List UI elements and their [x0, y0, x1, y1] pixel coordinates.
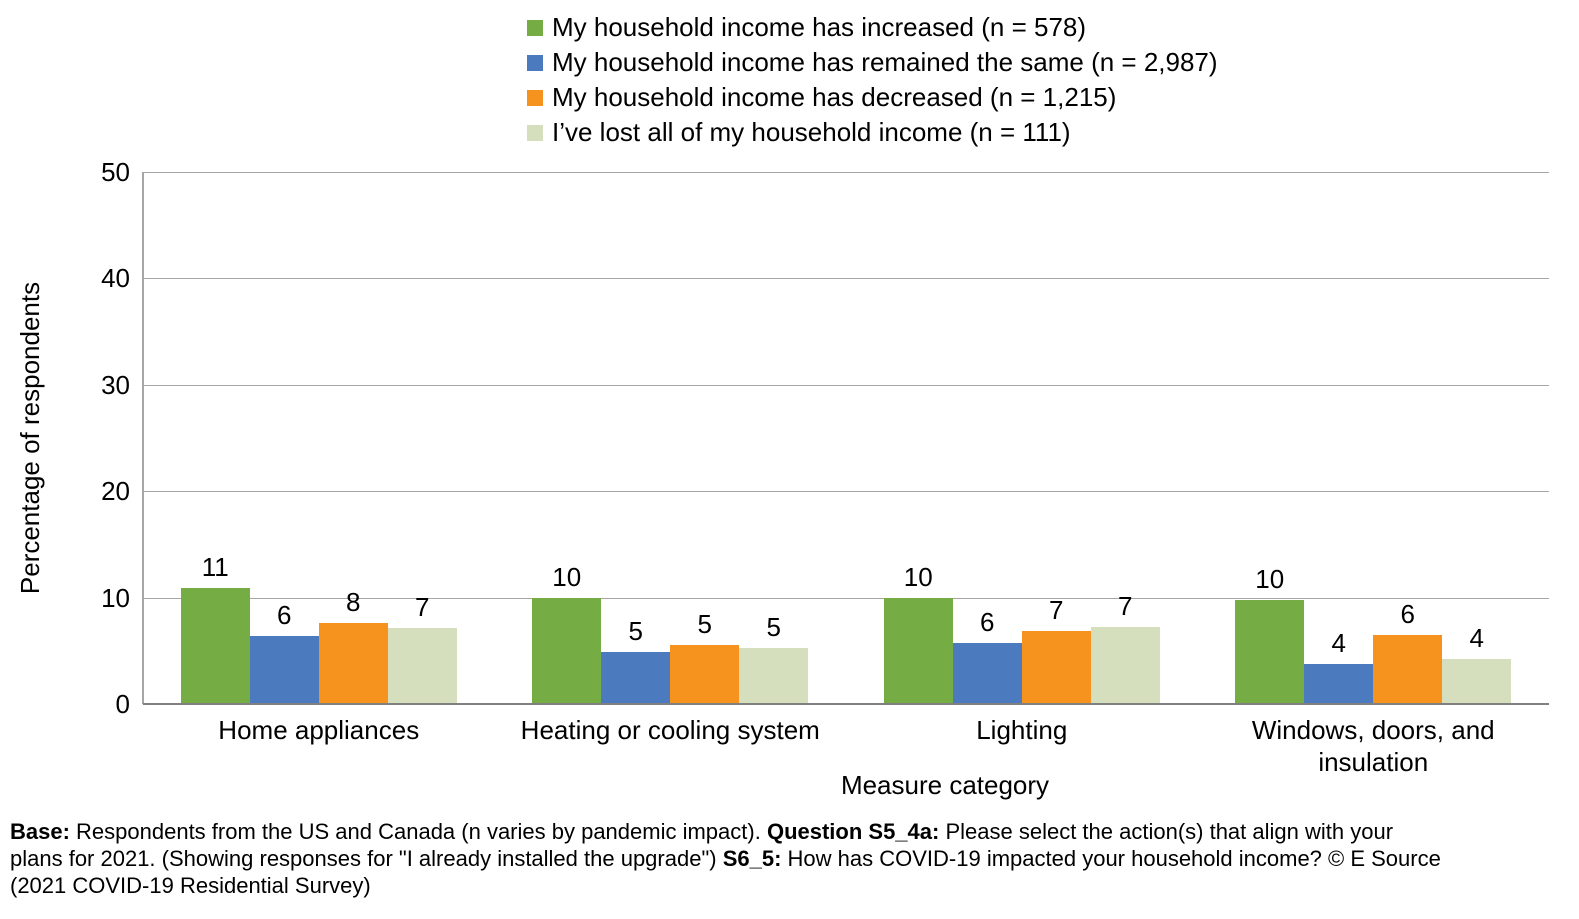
footnote-line: Base: Respondents from the US and Canada…	[10, 818, 1575, 845]
bar-value-label: 10	[1255, 563, 1285, 594]
legend-swatch	[527, 19, 543, 36]
footnote-bold-segment: S6_5:	[722, 846, 782, 871]
footnote-segment: (2021 COVID-19 Residential Survey)	[10, 873, 371, 898]
y-tick-label-10: 10	[101, 582, 130, 613]
legend-item: My household income has increased (n = 5…	[527, 10, 1218, 45]
bar-value-label: 5	[628, 615, 643, 646]
bar-value-label: 7	[415, 592, 430, 623]
legend-swatch	[527, 89, 543, 106]
footnote-bold-segment: Base:	[10, 819, 70, 844]
footnote-segment: plans for 2021. (Showing responses for "…	[10, 846, 723, 871]
gridline-20	[143, 491, 1549, 493]
footnote-line: plans for 2021. (Showing responses for "…	[10, 845, 1575, 872]
footnote-segment: Please select the action(s) that align w…	[939, 819, 1394, 844]
gridline-40	[143, 278, 1549, 280]
plot-area: 11 6 8 7 10 5 5 5 10 6 7 7 10 4 6 4	[143, 172, 1549, 704]
gridline-50	[143, 172, 1549, 173]
legend-item-label: My household income has remained the sam…	[552, 47, 1218, 77]
bar	[1442, 659, 1512, 704]
category-label: Lighting	[976, 715, 1068, 745]
bar-value-label: 7	[1118, 591, 1133, 622]
y-tick-label-20: 20	[101, 476, 130, 507]
legend-item-label: I’ve lost all of my household income (n …	[552, 117, 1071, 147]
bar	[883, 597, 953, 704]
footnote-bold-segment: Question S5_4a:	[766, 819, 940, 844]
footnote: Base: Respondents from the US and Canada…	[10, 818, 1575, 899]
footnote-segment: Respondents from the US and Canada (n va…	[69, 819, 767, 844]
category-label: Windows, doors, and insulation	[1251, 715, 1495, 777]
bar	[249, 635, 319, 704]
footnote-line: (2021 COVID-19 Residential Survey)	[10, 872, 1575, 899]
bar-value-label: 5	[766, 611, 781, 642]
category-label: Home appliances	[218, 715, 420, 745]
footnote-segment: How has COVID-19 impacted your household…	[781, 846, 1441, 871]
bar-value-label: 6	[277, 599, 292, 630]
bar	[318, 623, 388, 704]
legend-item: My household income has decreased (n = 1…	[527, 80, 1218, 115]
y-tick-label-0: 0	[115, 689, 130, 719]
chart-legend: My household income has increased (n = 5…	[527, 10, 1218, 150]
legend-item-label: My household income has increased (n = 5…	[552, 12, 1087, 42]
y-tick-label-30: 30	[101, 369, 130, 400]
bar	[1090, 627, 1160, 704]
x-axis-line	[143, 703, 1549, 705]
bar-value-label: 7	[1049, 594, 1064, 625]
bar	[1235, 599, 1305, 704]
gridline-10	[143, 597, 1549, 599]
bar	[601, 651, 671, 704]
bar	[1304, 663, 1374, 704]
legend-item: My household income has remained the sam…	[527, 45, 1218, 80]
x-axis-title: Measure category	[840, 770, 1050, 800]
legend-item-label: My household income has decreased (n = 1…	[552, 82, 1117, 112]
bar	[952, 643, 1022, 704]
legend-swatch	[527, 54, 543, 71]
bar	[1373, 634, 1443, 704]
bar-value-label: 4	[1469, 623, 1484, 654]
legend-item: I’ve lost all of my household income (n …	[527, 115, 1218, 150]
bar-value-label: 6	[980, 607, 995, 638]
category-label: Heating or cooling system	[520, 715, 820, 745]
bar-value-label: 6	[1400, 598, 1415, 629]
bar	[1021, 630, 1091, 704]
bar	[670, 645, 740, 704]
bar-value-label: 10	[552, 561, 582, 592]
y-axis-line	[142, 172, 144, 704]
bar-value-label: 8	[346, 587, 361, 618]
bar	[739, 647, 809, 704]
legend-swatch	[527, 124, 543, 141]
bar-value-label: 4	[1331, 627, 1346, 658]
bar	[532, 597, 602, 704]
y-tick-label-50: 50	[101, 157, 130, 187]
y-axis-title: Percentage of respondents	[15, 281, 45, 595]
gridline-30	[143, 384, 1549, 386]
bar-value-label: 11	[201, 552, 229, 583]
bar	[387, 628, 457, 704]
bar-value-label: 5	[697, 609, 712, 640]
bar-value-label: 10	[903, 561, 933, 592]
y-tick-label-40: 40	[101, 263, 130, 294]
bar	[180, 588, 250, 704]
